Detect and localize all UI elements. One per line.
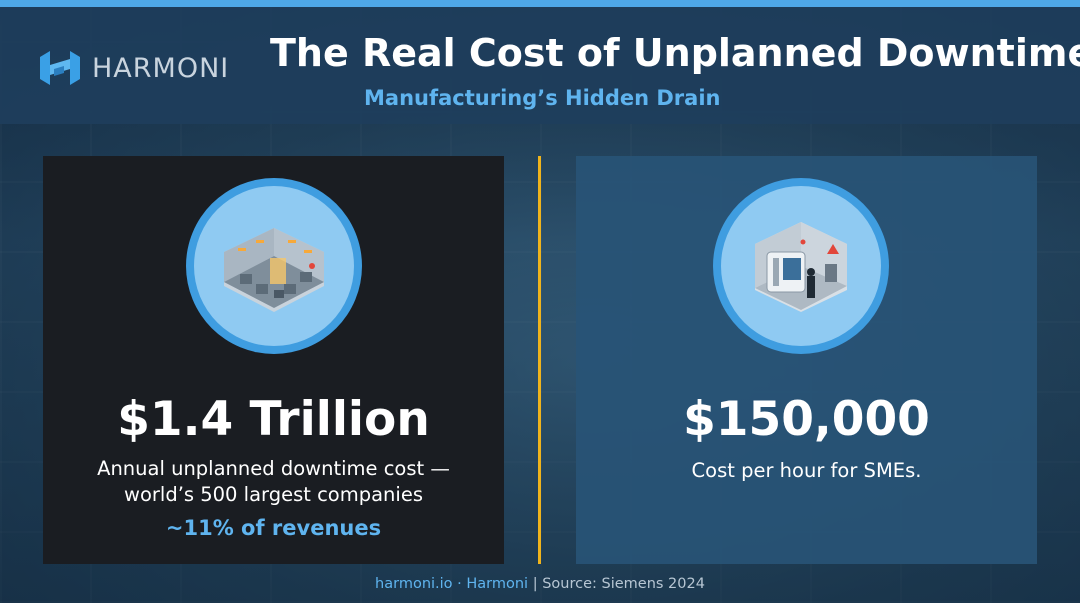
header: HARMONI The Real Cost of Unplanned Downt… [0, 7, 1080, 124]
factory-floor-icon [186, 178, 362, 354]
sme-cost-value: $150,000 [683, 392, 930, 447]
global-cost-value: $1.4 Trillion [117, 392, 430, 447]
sme-cost-description: Cost per hour for SMEs. [691, 459, 922, 482]
footer-site: harmoni.io · Harmoni [375, 576, 529, 592]
global-cost-description-line2: world’s 500 largest companies [124, 483, 423, 506]
footer-separator: | [528, 576, 543, 592]
machine-operator-icon [713, 178, 889, 354]
divider [538, 156, 541, 564]
stat-card-global: $1.4 Trillion Annual unplanned downtime … [43, 156, 504, 564]
brand-name: HARMONI [92, 52, 230, 84]
top-accent-bar [0, 0, 1080, 7]
footer: harmoni.io · Harmoni | Source: Siemens 2… [0, 576, 1080, 592]
stat-card-sme: $150,000 Cost per hour for SMEs. [576, 156, 1037, 564]
page-title: The Real Cost of Unplanned Downtime [270, 31, 1080, 75]
brand-logo: HARMONI [36, 45, 229, 91]
revenue-share-highlight: ~11% of revenues [165, 516, 382, 540]
page-subtitle: Manufacturing’s Hidden Drain [364, 86, 721, 110]
footer-source: Source: Siemens 2024 [542, 576, 705, 592]
harmoni-logo-icon [36, 45, 84, 91]
global-cost-description-line1: Annual unplanned downtime cost — [97, 457, 450, 480]
